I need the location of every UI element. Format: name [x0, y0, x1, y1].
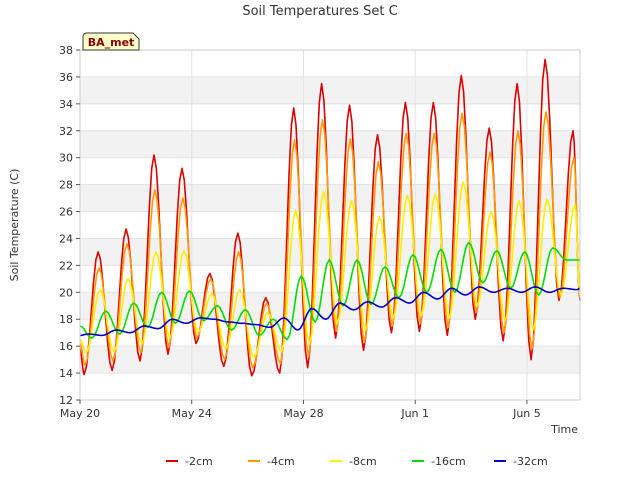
- legend-item: -2cm: [166, 455, 213, 468]
- y-tick-label: 28: [59, 179, 73, 192]
- background-band: [80, 346, 580, 374]
- x-axis-ticks: May 20 May 24 May 28 Jun 1 Jun 5: [60, 400, 541, 420]
- y-tick-label: 14: [59, 367, 73, 380]
- background-band: [80, 76, 580, 104]
- legend-label: -16cm: [431, 455, 466, 468]
- series-layer: [79, 58, 581, 377]
- legend-label: -32cm: [513, 455, 548, 468]
- background-band: [80, 130, 580, 158]
- y-tick-label: 34: [59, 98, 73, 111]
- chart-title: Soil Temperatures Set C: [242, 4, 397, 19]
- legend-label: -2cm: [185, 455, 213, 468]
- plot-background-bands: [80, 76, 580, 374]
- annotation-badge-label: BA_met: [88, 36, 135, 49]
- y-tick-label: 18: [59, 313, 73, 326]
- series-line-minus-8cm: [79, 181, 581, 358]
- x-tick-label: Jun 1: [400, 407, 429, 420]
- legend-label: -8cm: [349, 455, 377, 468]
- y-tick-label: 22: [59, 259, 73, 272]
- legend-item: -32cm: [494, 455, 548, 468]
- y-tick-label: 36: [59, 71, 73, 84]
- y-axis-ticks: 12 14 16 18 20 22 24 26 28 30 32 34 36 38: [59, 44, 80, 407]
- y-tick-label: 38: [59, 44, 73, 57]
- annotation-badge-box: [82, 32, 140, 51]
- legend-item: -4cm: [248, 455, 295, 468]
- legend-label: -4cm: [267, 455, 295, 468]
- background-band: [80, 184, 580, 212]
- legend: -2cm -4cm -8cm -16cm -32cm: [166, 455, 548, 468]
- y-tick-label: 16: [59, 340, 73, 353]
- annotation-badge: BA_met: [82, 32, 140, 51]
- x-tick-label: May 20: [60, 407, 100, 420]
- series-line-minus-4cm: [79, 111, 581, 369]
- legend-item: -16cm: [412, 455, 466, 468]
- legend-item: -8cm: [330, 455, 377, 468]
- x-tick-label: May 28: [283, 407, 323, 420]
- series-line-minus-32cm: [79, 286, 581, 337]
- y-tick-label: 20: [59, 286, 73, 299]
- series-line-minus-16cm: [79, 241, 580, 341]
- y-tick-label: 32: [59, 125, 73, 138]
- y-tick-label: 26: [59, 206, 73, 219]
- plot-frame: [79, 49, 581, 401]
- x-axis-label: Time: [550, 423, 578, 436]
- y-tick-label: 24: [59, 232, 73, 245]
- y-tick-label: 30: [59, 152, 73, 165]
- x-tick-label: May 24: [172, 407, 212, 420]
- x-tick-label: Jun 5: [512, 407, 541, 420]
- y-axis-label: Soil Temperature (C): [8, 169, 21, 282]
- y-tick-label: 12: [59, 394, 73, 407]
